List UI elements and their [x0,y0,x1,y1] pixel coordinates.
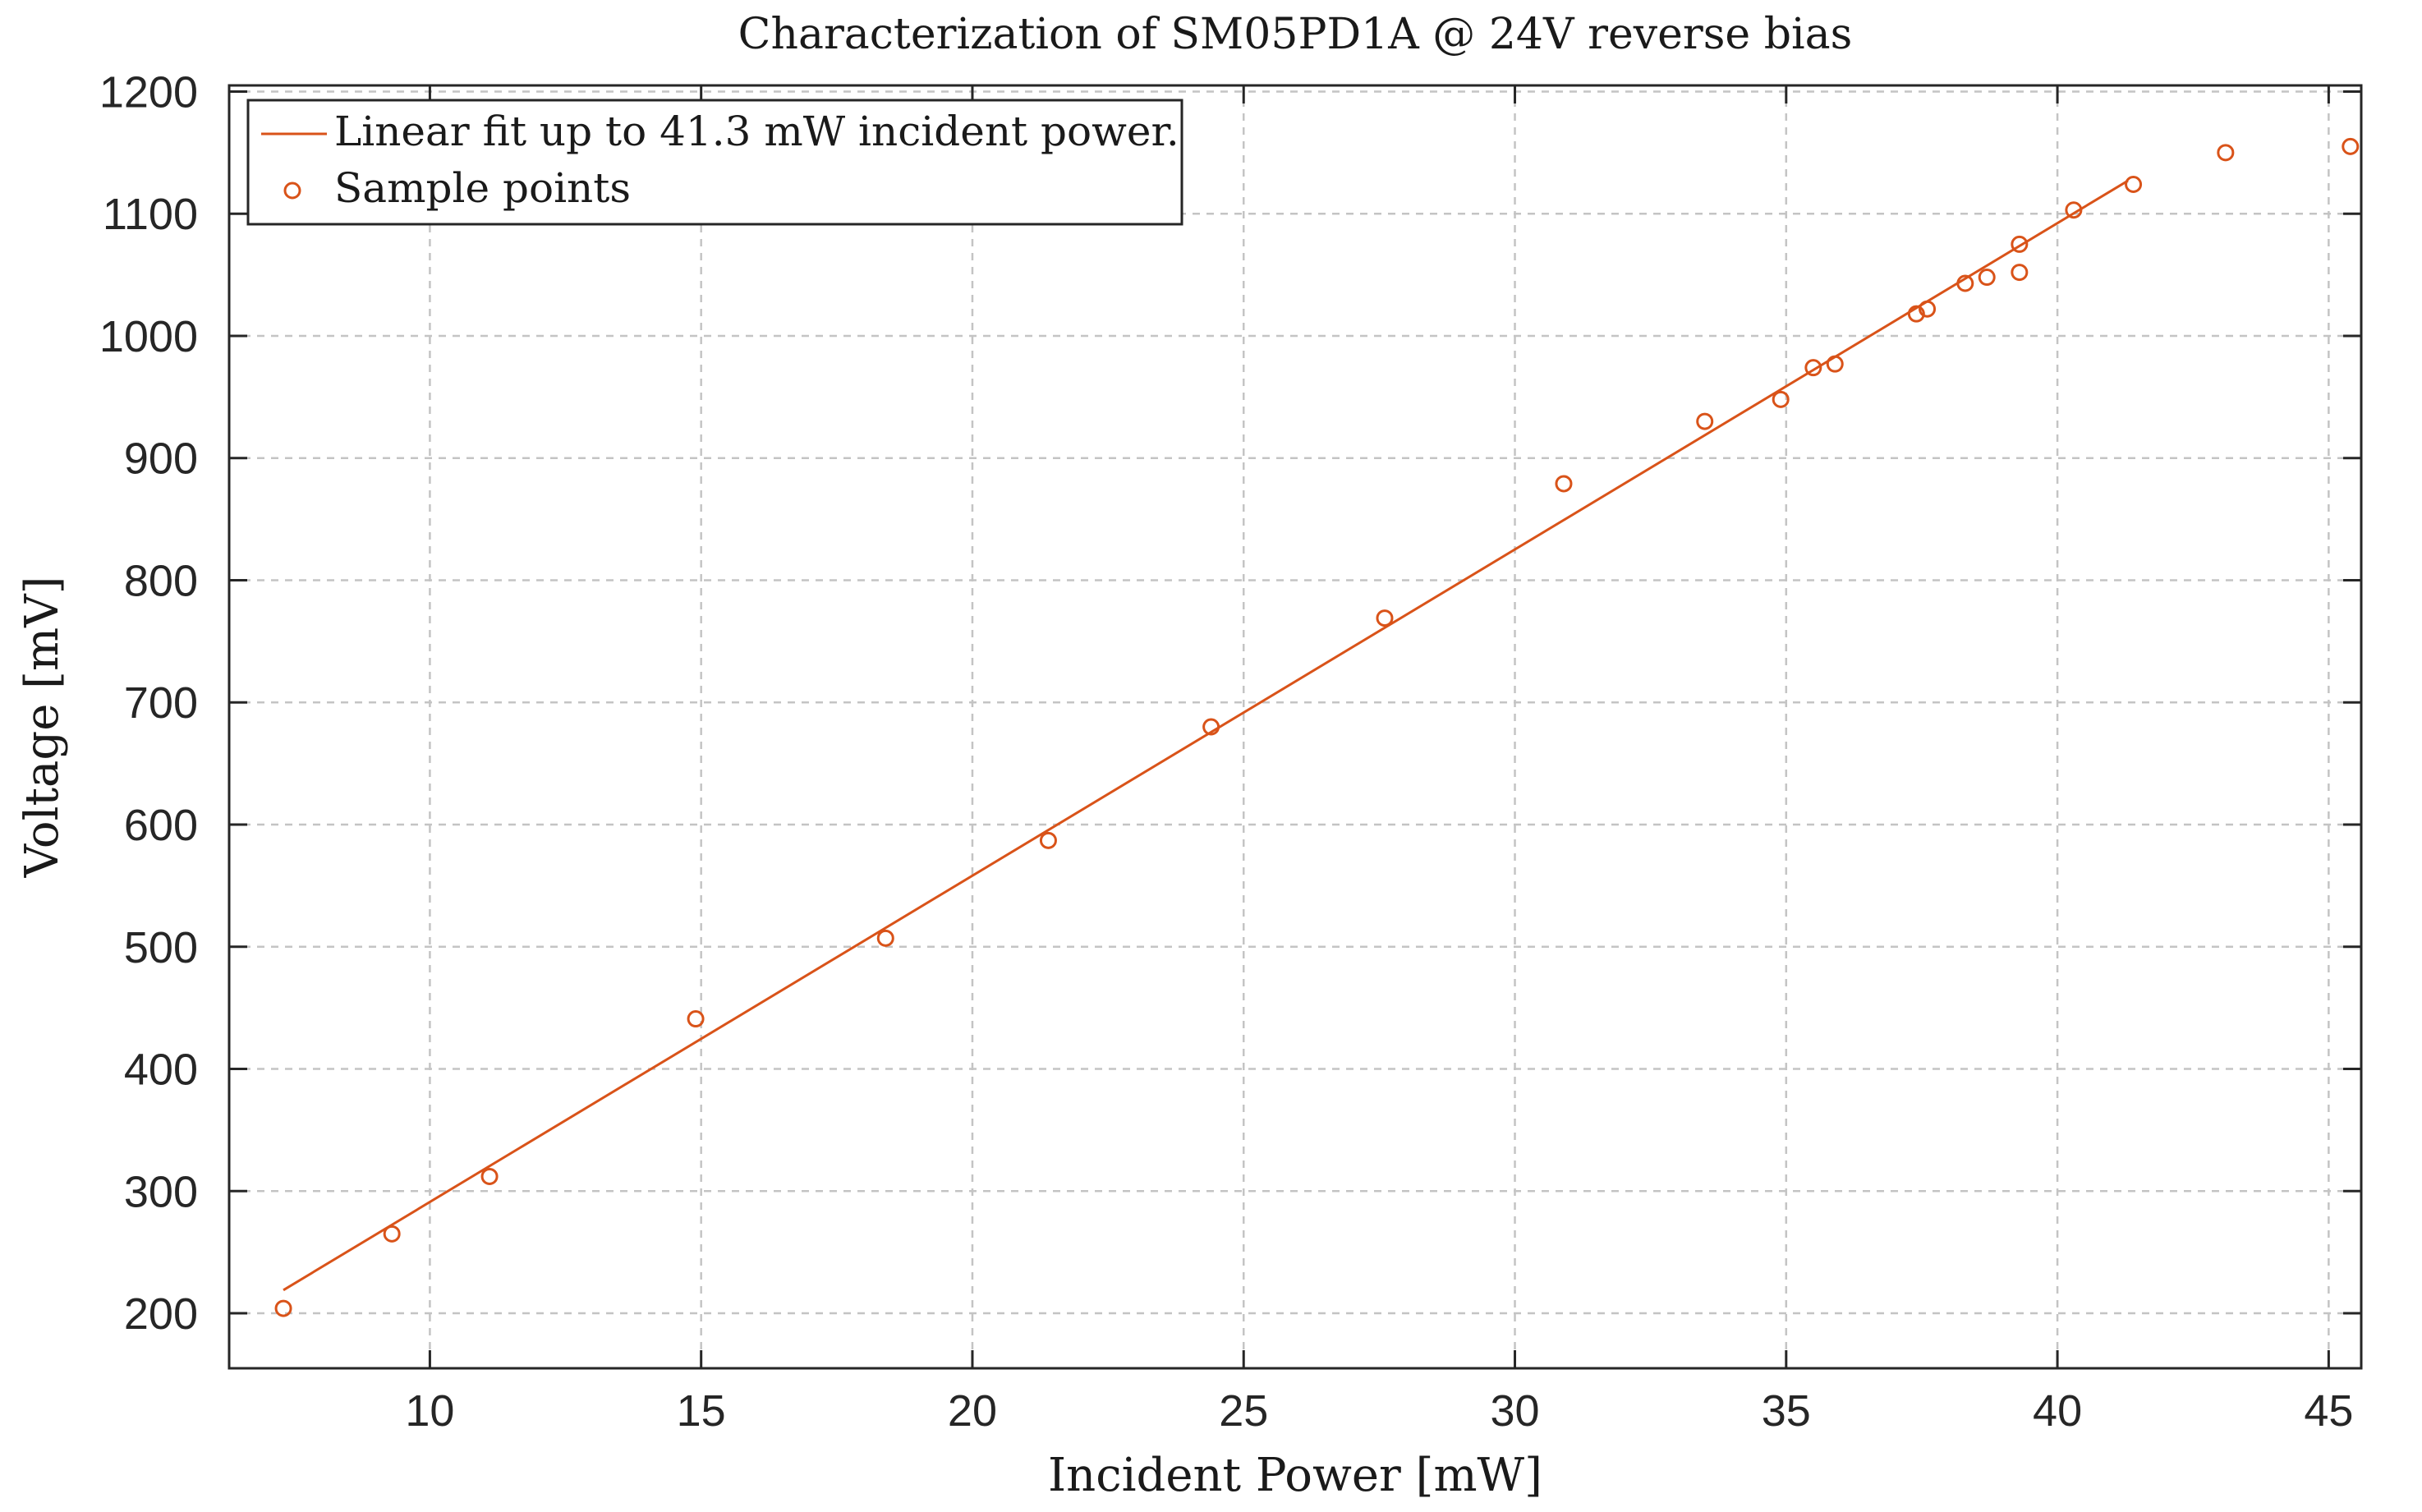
legend-box [246,99,1183,226]
y-axis-label: Voltage [mV] [16,577,69,879]
sample-point [687,1010,705,1028]
y-tick-label: 1100 [103,190,198,239]
plot-area-frame [227,84,2363,1370]
sample-point [383,1225,401,1243]
x-tick-label: 35 [1762,1386,1811,1436]
chart-title: Characterization of SM05PD1A @ 24V rever… [738,10,1853,59]
grid [229,85,2361,1368]
sample-point [1772,390,1790,408]
sample-point [480,1167,499,1185]
y-tick-label: 600 [124,801,198,850]
sample-point [1555,475,1573,493]
legend-entry-fit: Linear fit up to 41.3 mW incident power. [334,108,1179,155]
sample-point [1907,305,1925,323]
y-tick-label: 900 [124,434,198,484]
y-tick-label: 200 [124,1289,198,1339]
sample-point [1826,355,1844,373]
sample-point [2011,235,2029,253]
x-tick-label: 30 [1490,1386,1539,1436]
sample-point [1696,412,1714,430]
sample-point [1376,609,1394,627]
y-tick-label: 800 [124,556,198,605]
x-tick-label: 25 [1219,1386,1268,1436]
y-tick-label: 300 [124,1167,198,1216]
legend-marker-swatch [283,182,301,200]
x-axis-label: Incident Power [mW] [1048,1449,1542,1502]
x-tick-label: 10 [405,1386,454,1436]
y-tick-label: 400 [124,1046,198,1095]
legend: Linear fit up to 41.3 mW incident power.… [246,99,1183,226]
sample-point [274,1299,292,1317]
sample-point [2342,137,2360,155]
x-tick-label: 45 [2304,1386,2353,1436]
sample-point [2011,264,2029,282]
sample-point [2125,175,2143,193]
legend-entry-samples: Sample points [334,164,631,212]
y-tick-label: 500 [124,923,198,972]
sample-point [2217,144,2235,162]
sample-point [876,929,894,947]
sample-point [2065,201,2083,219]
y-tick-label: 700 [124,678,198,728]
sample-point [1978,269,1996,287]
sample-point [1039,831,1057,849]
data-series [274,137,2360,1317]
x-tick-label: 15 [677,1386,726,1436]
y-tick-label: 1200 [99,67,198,117]
x-tick-label: 40 [2033,1386,2082,1436]
sample-point [1919,300,1937,318]
x-tick-label: 20 [948,1386,997,1436]
axis-ticks: 10 15 20 25 30 35 40 45 200 300 400 500 600 700 800 900… [99,67,2361,1436]
sample-point [1202,718,1220,736]
sample-point [1804,359,1822,377]
sample-point [1956,274,1974,292]
y-tick-label: 1000 [99,312,198,361]
